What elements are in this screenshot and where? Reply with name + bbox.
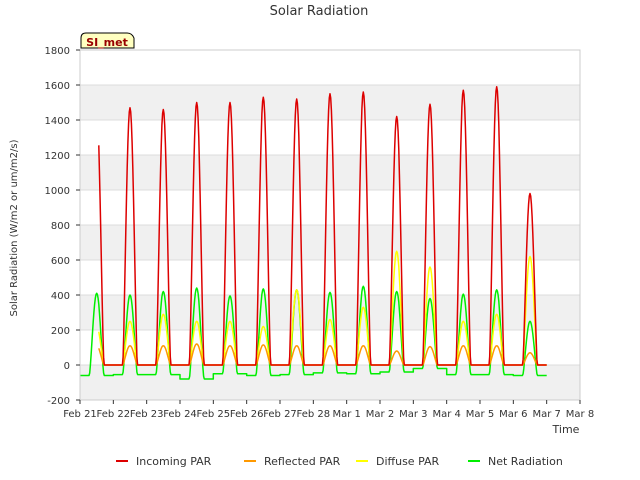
x-tick-label: Mar 5 bbox=[466, 409, 494, 420]
background-band bbox=[80, 225, 580, 260]
badge-label: SI_met bbox=[86, 36, 128, 49]
y-tick-label: 600 bbox=[51, 256, 70, 267]
background-bands bbox=[80, 50, 580, 400]
x-tick-label: Mar 4 bbox=[432, 409, 460, 420]
y-tick-label: 1800 bbox=[45, 46, 70, 57]
badge-box bbox=[80, 32, 135, 49]
background-band bbox=[80, 365, 580, 400]
y-tick-label: 1400 bbox=[45, 116, 70, 127]
background-band bbox=[80, 295, 580, 330]
x-tick-label: Feb 28 bbox=[297, 409, 331, 420]
y-tick-label: -200 bbox=[47, 396, 70, 407]
background-band bbox=[80, 260, 580, 295]
x-tick-label: Mar 7 bbox=[532, 409, 560, 420]
y-axis-ticks: -200 0 200 400 600 800 1000 1200 1400 1600 1800 bbox=[45, 46, 80, 407]
station-badge: SI_met bbox=[80, 32, 135, 49]
x-tick-label: Feb 22 bbox=[97, 409, 131, 420]
background-band bbox=[80, 190, 580, 225]
x-tick-label: Feb 24 bbox=[163, 409, 197, 420]
x-axis-ticks: Feb 21 Feb 22 Feb 23 Feb 24 Feb 25 Feb 26 Feb … bbox=[63, 400, 594, 420]
x-tick-label: Mar 3 bbox=[399, 409, 427, 420]
x-tick-label: Mar 8 bbox=[566, 409, 594, 420]
x-tick-label: Feb 21 bbox=[63, 409, 97, 420]
x-tick-label: Feb 23 bbox=[130, 409, 164, 420]
chart-title: Solar Radiation bbox=[270, 4, 369, 19]
background-band bbox=[80, 330, 580, 365]
x-tick-label: Mar 1 bbox=[332, 409, 360, 420]
y-tick-label: 200 bbox=[51, 326, 70, 337]
legend: Incoming PAR Reflected PAR Diffuse PAR Net … bbox=[116, 455, 563, 468]
series-line-incoming-par bbox=[98, 86, 547, 366]
x-tick-label: Feb 27 bbox=[263, 409, 297, 420]
y-tick-label: 1200 bbox=[45, 151, 70, 162]
legend-label: Reflected PAR bbox=[264, 455, 341, 468]
legend-label: Diffuse PAR bbox=[376, 455, 440, 468]
y-tick-label: 1600 bbox=[45, 81, 70, 92]
x-tick-label: Feb 25 bbox=[197, 409, 231, 420]
background-band bbox=[80, 50, 580, 85]
x-tick-label: Feb 26 bbox=[230, 409, 264, 420]
x-axis-label: Time bbox=[552, 423, 580, 436]
x-tick-label: Mar 6 bbox=[499, 409, 527, 420]
y-tick-label: 800 bbox=[51, 221, 70, 232]
y-axis-label: Solar Radiation (W/m2 or um/m2/s) bbox=[9, 139, 20, 316]
x-tick-label: Mar 2 bbox=[366, 409, 394, 420]
legend-label: Incoming PAR bbox=[136, 455, 212, 468]
y-tick-label: 400 bbox=[51, 291, 70, 302]
y-tick-label: 1000 bbox=[45, 186, 70, 197]
background-band bbox=[80, 85, 580, 120]
series-layer bbox=[79, 86, 547, 380]
background-band bbox=[80, 120, 580, 155]
background-band bbox=[80, 155, 580, 190]
legend-label: Net Radiation bbox=[488, 455, 563, 468]
y-tick-label: 0 bbox=[64, 361, 70, 372]
